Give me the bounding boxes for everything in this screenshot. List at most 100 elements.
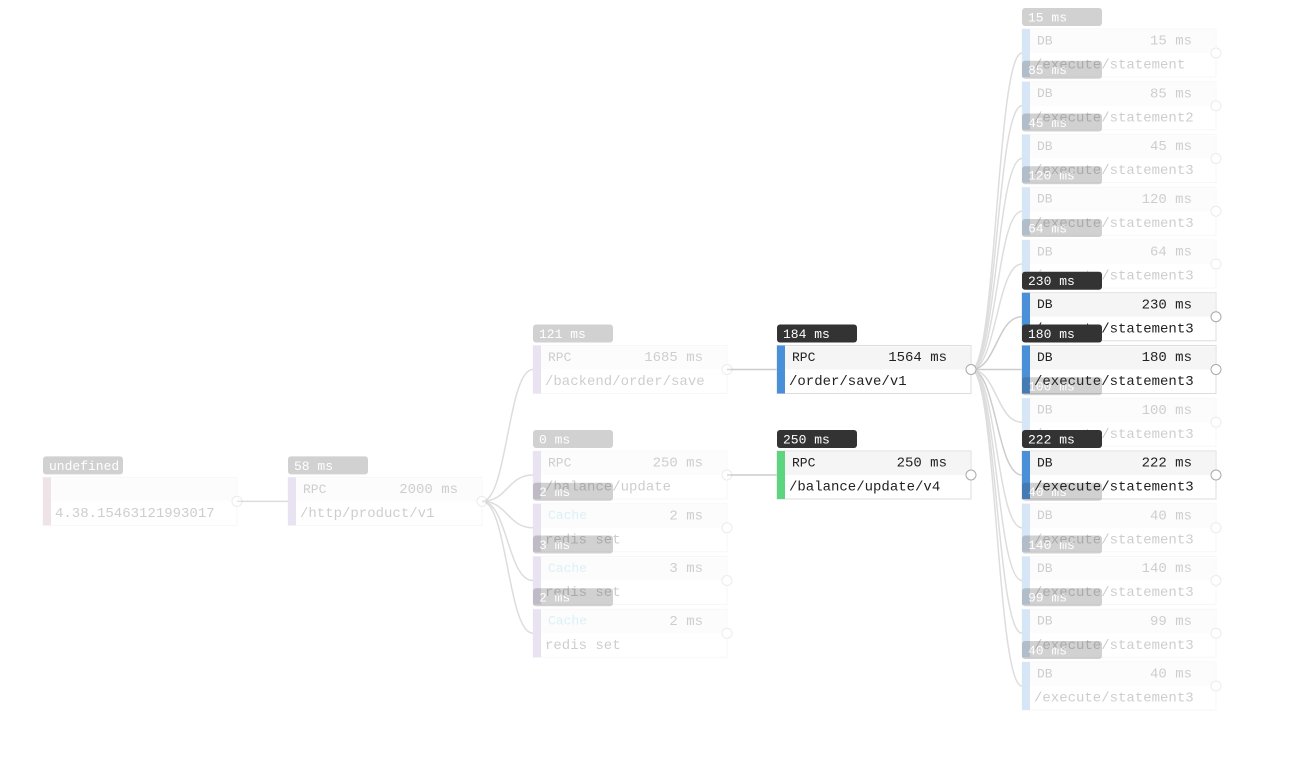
span-handle [1210,416,1222,428]
span-duration: 222 ms [1142,456,1192,472]
span-node[interactable]: RPC 250 ms/balance/update/v4 250 ms [776,430,977,500]
span-badge [533,324,613,343]
span-duration: 1685 ms [644,350,703,366]
span-duration: 15 ms [1150,34,1192,50]
link [970,263,1023,371]
span-label: /execute/statement3 [1034,374,1194,390]
badge-text: 40 ms [1028,643,1067,658]
span-bar [1022,503,1030,552]
span-duration: 230 ms [1142,297,1192,313]
link [481,368,534,503]
badge-clip: 230 ms [1028,274,1075,289]
link [970,368,1023,529]
span-type: RPC [792,455,816,470]
badge-clip: 2 ms [539,485,570,500]
span-badge [1022,535,1102,554]
badge-text: 180 ms [1028,327,1075,342]
span-duration: 64 ms [1150,245,1192,261]
span-handle [1210,627,1222,639]
span-handle [1210,680,1222,692]
span-node[interactable]: DB 45 ms/execute/statement3 45 ms [1021,113,1222,183]
badge-clip: 120 ms [1028,169,1075,184]
badge-text: 99 ms [1028,591,1067,606]
span-box [1021,81,1217,131]
span-label: /order/save/v1 [789,374,907,390]
badge-clip: 64 ms [1028,221,1067,236]
span-type: DB [1037,508,1053,523]
span-handle [721,575,733,586]
span-node[interactable]: RPC 1685 ms/backend/order/save 121 ms [532,324,733,394]
span-bar [288,477,296,526]
span-box [1021,556,1217,605]
span-type: DB [1037,244,1053,259]
span-label: /balance/update [545,480,671,496]
span-box [1021,661,1217,711]
span-bar [533,609,541,658]
span-badge [533,535,613,554]
span-node[interactable]: DB 222 ms/execute/statement3 222 ms [1021,430,1222,500]
link [970,105,1023,371]
span-node[interactable]: RPC 250 ms/balance/update 0 ms [532,430,733,500]
span-node[interactable]: DB 15 ms/execute/statement 15 ms [1021,8,1222,78]
badge-clip: 0 ms [539,432,570,447]
span-node[interactable]: DB 85 ms/execute/statement2 85 ms [1021,60,1222,131]
span-node[interactable]: 4.38.15463121993017 undefined [42,456,243,526]
badge-text: 120 ms [1028,169,1075,184]
span-bar [1022,345,1030,394]
span-label: /balance/update/v4 [789,480,940,496]
span-type: DB [1037,350,1053,365]
span-box [1021,503,1217,553]
span-duration: 140 ms [1142,561,1192,577]
badge-clip: undefined [49,459,119,474]
span-handle [721,364,733,375]
span-node[interactable]: RPC 2000 ms/http/product/v1 58 ms [287,456,488,526]
span-type: Cache [548,508,587,523]
badge-clip: 3 ms [539,538,570,553]
span-node[interactable]: RPC 1564 ms/order/save/v1 184 ms [776,324,977,394]
span-box [1021,608,1217,658]
span-duration: 180 ms [1142,350,1192,366]
span-type: RPC [548,455,572,470]
badge-text: 2 ms [539,591,570,606]
link [481,500,534,634]
span-handle [1210,47,1222,59]
span-type: RPC [303,482,327,497]
badge-text: 250 ms [783,432,830,447]
badge-clip: 184 ms [783,327,830,342]
span-label: /execute/statement2 [1034,110,1194,126]
span-badge [1022,588,1102,607]
badge-clip: 85 ms [1028,63,1067,78]
span-type: Cache [548,614,587,629]
badge-clip: 2 ms [539,591,570,606]
span-handle [1210,575,1222,586]
span-node[interactable]: DB 180 ms/execute/statement3 180 ms [1021,324,1222,394]
link [970,368,1023,423]
badge-clip: 15 ms [1028,10,1067,25]
span-type: Cache [548,561,587,576]
span-header [778,346,970,370]
span-duration: 2 ms [669,508,703,524]
badge-text: 40 ms [1028,485,1067,500]
span-header [1023,504,1215,528]
span-handle [1210,153,1222,164]
span-label: /execute/statement3 [1034,216,1194,232]
link [481,474,534,503]
span-header [534,504,726,528]
badge-text: 121 ms [539,327,586,342]
span-badge [777,324,857,343]
span-header [1023,188,1215,212]
span-handle [1210,364,1222,375]
span-badge [1022,271,1102,290]
badge-text: 222 ms [1028,432,1075,447]
span-header [534,610,726,634]
span-box [1021,28,1217,78]
